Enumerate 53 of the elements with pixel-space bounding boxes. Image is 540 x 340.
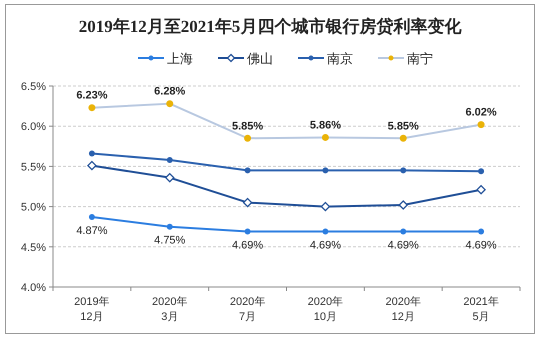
point: [244, 134, 252, 142]
data-label: 4.75%: [154, 234, 186, 247]
legend-label: 上海: [167, 51, 193, 66]
point: [400, 228, 406, 235]
y-tick-label: 4.0%: [20, 282, 46, 294]
x-tick-label: 2020年 3月: [152, 296, 188, 323]
x-tick-label: 2020年 12月: [386, 296, 421, 323]
point: [398, 200, 408, 210]
point: [244, 228, 251, 235]
point: [87, 160, 97, 170]
point: [478, 121, 485, 128]
data-label: 5.85%: [232, 120, 264, 132]
data-label: 6.23%: [76, 90, 108, 102]
y-tick-label: 6.0%: [20, 121, 46, 134]
y-tick-label: 6.5%: [20, 81, 46, 93]
point: [322, 228, 328, 235]
data-label: 4.69%: [232, 240, 264, 252]
data-label: 6.28%: [154, 86, 186, 98]
point: [244, 167, 251, 174]
point: [400, 167, 406, 174]
data-label: 4.69%: [388, 240, 420, 252]
legend-label: 南京: [327, 51, 353, 66]
x-tick-label: 2020年 7月: [230, 296, 266, 323]
point: [322, 134, 329, 141]
x-tick-label: 2019年 12月: [74, 296, 110, 323]
point: [320, 202, 330, 212]
point: [166, 156, 173, 163]
data-label: 5.85%: [388, 120, 420, 132]
point: [165, 173, 174, 182]
point: [322, 167, 328, 174]
point: [400, 134, 407, 142]
point: [166, 224, 173, 230]
point: [478, 228, 484, 235]
data-label: 5.86%: [310, 119, 342, 132]
data-label: 6.02%: [465, 106, 497, 119]
x-tick-label: 2020年 10月: [308, 296, 344, 323]
point: [242, 198, 252, 208]
point: [88, 150, 95, 157]
point: [88, 104, 96, 112]
legend-label: 南宁: [407, 51, 433, 66]
data-label: 4.87%: [76, 225, 108, 238]
data-label: 4.69%: [310, 240, 342, 252]
data-label: 4.69%: [465, 240, 497, 252]
point: [88, 214, 95, 220]
point: [166, 100, 174, 108]
y-tick-label: 4.5%: [20, 242, 46, 254]
point: [476, 185, 486, 194]
chart-title: 2019年12月至2021年5月四个城市银行房贷利率变化: [78, 17, 462, 36]
point: [478, 168, 484, 174]
y-tick-label: 5.5%: [20, 161, 46, 174]
y-tick-label: 5.0%: [20, 202, 46, 214]
x-tick-label: 2021年 5月: [463, 296, 499, 323]
legend-label: 佛山: [247, 51, 273, 66]
